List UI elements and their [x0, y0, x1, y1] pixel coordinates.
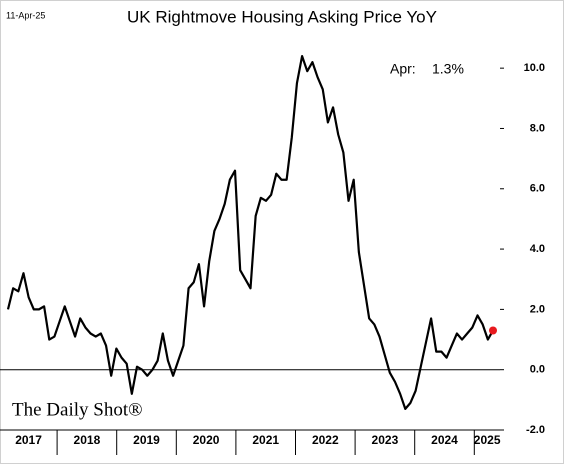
x-tick-label: 2017: [15, 433, 42, 447]
x-tick-label: 2024: [431, 433, 458, 447]
source-logo: The Daily Shot®: [12, 399, 143, 420]
x-tick-label: 2019: [133, 433, 160, 447]
chart-title: UK Rightmove Housing Asking Price YoY: [127, 7, 437, 26]
y-tick-label: 4.0: [530, 243, 545, 255]
x-tick-label: 2020: [193, 433, 220, 447]
annotation-label: Apr:: [390, 61, 416, 77]
y-tick-label: -2.0: [526, 424, 545, 436]
last-point: [489, 326, 497, 335]
x-tick-label: 2025: [474, 433, 501, 447]
x-tick-label: 2018: [74, 433, 101, 447]
line: [6, 54, 494, 410]
x-tick-label: 2021: [252, 433, 279, 447]
annotation-value: 1.3%: [432, 61, 464, 77]
y-tick-label: 6.0: [530, 183, 545, 195]
x-tick-label: 2023: [372, 433, 399, 447]
y-tick-label: 8.0: [530, 122, 545, 134]
x-tick-label: 2022: [312, 433, 339, 447]
y-tick-label: 2.0: [530, 303, 545, 315]
y-tick-label: 10.0: [524, 62, 545, 74]
y-tick-label: 0.0: [530, 364, 545, 376]
date-label: 11-Apr-25: [6, 10, 45, 20]
